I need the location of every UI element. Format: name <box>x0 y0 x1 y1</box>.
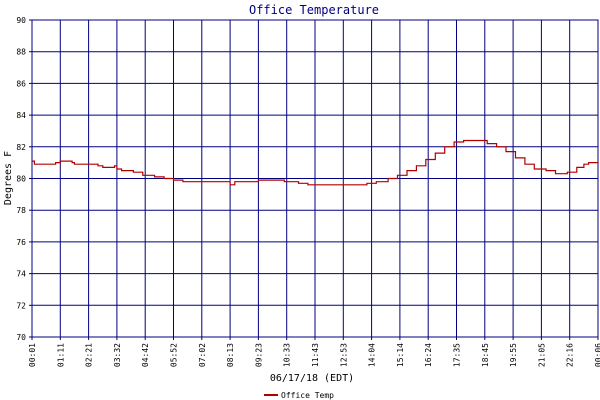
y-tick-label: 90 <box>16 16 26 25</box>
y-tick-label: 88 <box>16 48 26 57</box>
x-tick-label: 19:55 <box>509 343 518 367</box>
y-axis-ticks: 70 72 74 76 78 80 82 84 86 88 90 <box>16 16 32 342</box>
chart-title: Office Temperature <box>249 3 379 17</box>
x-tick-label: 22:16 <box>566 343 575 367</box>
x-tick-label: 17:35 <box>453 343 462 367</box>
x-tick-label: 21:05 <box>537 343 546 367</box>
y-tick-label: 70 <box>16 333 26 342</box>
grid <box>31 19 599 338</box>
x-tick-label: 08:13 <box>226 343 235 367</box>
x-tick-label: 01:11 <box>56 343 65 367</box>
y-tick-label: 82 <box>16 143 26 152</box>
x-tick-label: 05:52 <box>170 343 179 367</box>
x-tick-label: 00:06 <box>594 343 600 367</box>
x-tick-label: 07:02 <box>198 343 207 367</box>
y-axis-label: Degrees F <box>3 151 14 205</box>
x-tick-label: 10:33 <box>283 343 292 367</box>
x-tick-label: 16:24 <box>424 343 433 367</box>
y-tick-label: 72 <box>16 301 26 310</box>
y-tick-label: 78 <box>16 206 26 215</box>
x-tick-label: 15:14 <box>396 343 405 367</box>
x-tick-label: 02:21 <box>85 343 94 367</box>
y-tick-label: 76 <box>16 238 26 247</box>
series-layer <box>32 139 599 186</box>
y-tick-label: 84 <box>16 111 26 120</box>
series-line-office-temp <box>32 139 599 186</box>
legend-label-office-temp: Office Temp <box>281 391 334 400</box>
x-tick-label: 11:43 <box>311 343 320 367</box>
y-tick-label: 74 <box>16 270 26 279</box>
x-tick-label: 09:23 <box>254 343 263 367</box>
x-tick-label: 12:53 <box>339 343 348 367</box>
x-tick-label: 03:32 <box>113 343 122 367</box>
legend: Office Temp <box>264 391 334 400</box>
y-tick-label: 86 <box>16 79 26 88</box>
y-tick-label: 80 <box>16 175 26 184</box>
x-tick-label: 18:45 <box>481 343 490 367</box>
x-tick-label: 00:01 <box>28 343 37 367</box>
x-tick-label: 14:04 <box>368 343 377 367</box>
x-tick-label: 04:42 <box>141 343 150 367</box>
x-axis-ticks: 00:01 01:11 02:21 03:32 04:42 05:52 07:02 08:13… <box>28 337 600 367</box>
x-axis-label: 06/17/18 (EDT) <box>270 373 354 384</box>
